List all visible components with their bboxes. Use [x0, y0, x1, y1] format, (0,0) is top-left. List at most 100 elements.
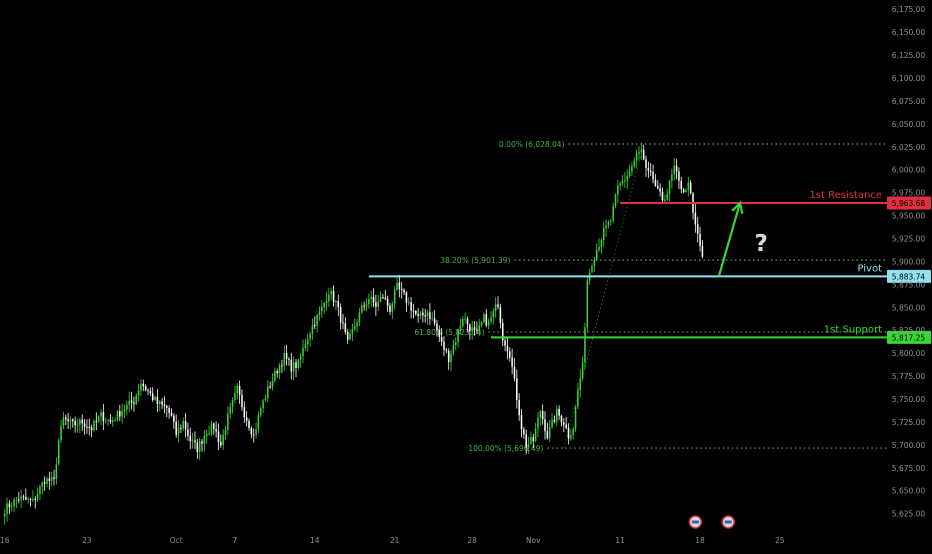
candle-body	[657, 185, 659, 189]
candle	[631, 162, 633, 177]
candle-body	[431, 318, 434, 320]
candle-body	[121, 411, 123, 417]
candle-body	[368, 298, 370, 305]
candle	[551, 413, 553, 429]
candle-body	[577, 389, 579, 407]
candle	[689, 179, 692, 195]
candle	[462, 316, 464, 328]
candle	[537, 412, 539, 438]
event-flag-stripe	[724, 520, 732, 524]
candle-body	[224, 429, 227, 435]
candle-body	[664, 199, 666, 201]
candle-body	[443, 341, 445, 350]
candle-body	[546, 431, 549, 439]
candle	[654, 174, 657, 187]
candle-body	[90, 427, 93, 431]
candle	[196, 439, 199, 459]
candle	[90, 424, 93, 438]
candle-body	[140, 383, 142, 391]
candle-body	[633, 160, 636, 167]
candle-body	[285, 353, 288, 359]
candle-body	[128, 400, 130, 405]
time-tick-label: Nov	[526, 536, 541, 545]
candle-body	[689, 182, 692, 194]
candle	[290, 352, 293, 380]
candle-body	[539, 410, 542, 418]
candle-body	[466, 318, 469, 325]
level-price-label: 5,963.68	[892, 199, 926, 208]
candle-body	[619, 183, 621, 186]
candle-body	[415, 310, 417, 315]
candle-body	[516, 378, 518, 400]
candle	[605, 219, 607, 237]
candle	[386, 295, 389, 312]
candle-body	[116, 411, 119, 420]
candle	[464, 312, 466, 324]
candle	[128, 391, 130, 413]
candle	[81, 414, 83, 432]
candle-body	[565, 424, 567, 428]
candle	[332, 285, 335, 307]
candle	[621, 175, 624, 186]
candle-body	[680, 180, 683, 190]
candle	[252, 428, 255, 443]
candle	[384, 289, 387, 301]
candle	[227, 406, 229, 436]
candle	[288, 357, 290, 366]
candle-body	[647, 167, 650, 171]
event-markers[interactable]	[688, 515, 736, 529]
candle	[701, 239, 704, 259]
candle	[363, 301, 365, 311]
candle-body	[194, 440, 196, 443]
candle-body	[389, 305, 391, 312]
candle-body	[671, 174, 673, 181]
candle	[546, 422, 549, 440]
candle-body	[551, 419, 553, 428]
candle-body	[20, 496, 22, 500]
candle	[46, 476, 48, 488]
candle-body	[119, 411, 121, 417]
candle-body	[41, 482, 44, 487]
time-axis[interactable]: 16 23 Oct 7 14 21 28 Nov 11 18 25	[0, 536, 785, 545]
candle	[490, 311, 492, 325]
event-flag-icon[interactable]	[688, 515, 703, 529]
candle-body	[107, 419, 109, 421]
candle-body	[325, 301, 328, 304]
candle	[624, 171, 626, 188]
candle-body	[177, 427, 180, 435]
candle-body	[76, 424, 79, 426]
candle-body	[642, 150, 645, 160]
candle-body	[400, 288, 403, 290]
candle	[8, 500, 11, 514]
candle	[600, 238, 603, 254]
horizontal-levels[interactable]: 1st Resistance 5,963.68 Pivot 5,883.74 1st S…	[368, 190, 931, 344]
candle	[548, 419, 551, 443]
price-tick-label: 6,050.00	[892, 120, 926, 129]
candle-body	[440, 337, 443, 342]
candle-body	[426, 312, 429, 317]
candle	[168, 405, 170, 419]
candle-body	[123, 409, 126, 412]
candle-body	[614, 194, 617, 207]
candle-body	[436, 323, 438, 330]
candle	[602, 221, 605, 247]
candle	[483, 312, 485, 324]
candle-body	[511, 357, 513, 367]
arrow-head	[731, 200, 744, 214]
projection-arrow	[717, 200, 744, 277]
candle-body	[386, 298, 389, 306]
candle-body	[257, 415, 260, 429]
candle	[450, 349, 452, 372]
candle	[673, 157, 675, 181]
candle	[523, 426, 525, 439]
candle	[346, 329, 349, 345]
event-flag-icon[interactable]	[721, 515, 736, 529]
price-tick-label: 5,625.00	[892, 510, 926, 519]
candle	[151, 387, 154, 402]
candle	[647, 161, 650, 178]
price-axis[interactable]: 5,625.00 5,650.00 5,675.00 5,700.00 5,725.00…	[892, 5, 926, 518]
price-tick-label: 5,825.00	[892, 326, 926, 335]
candle	[10, 501, 13, 512]
